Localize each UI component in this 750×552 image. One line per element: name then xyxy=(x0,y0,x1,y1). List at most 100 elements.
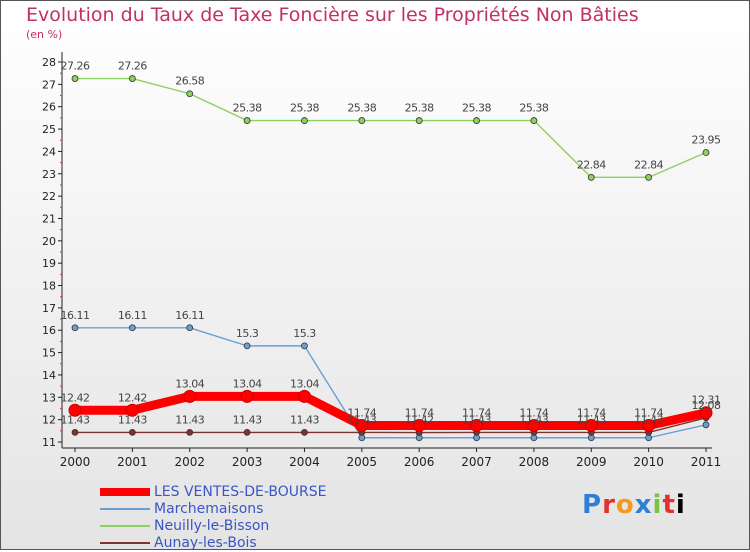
data-label-0-8: 11.74 xyxy=(519,406,548,419)
data-label-2-11: 23.95 xyxy=(692,134,721,147)
data-point-3-1 xyxy=(128,428,136,436)
data-label-2-0: 27.26 xyxy=(61,60,90,73)
x-tick-label: 2011 xyxy=(691,455,722,469)
data-point-0-10 xyxy=(642,418,656,432)
data-point-0-8 xyxy=(527,418,541,432)
data-label-0-6: 11.74 xyxy=(405,406,434,419)
data-point-0-4 xyxy=(297,389,311,403)
data-point-2-3 xyxy=(243,117,251,124)
data-label-0-4: 13.04 xyxy=(290,377,319,390)
x-tick-label: 2010 xyxy=(633,455,664,469)
data-point-1-1 xyxy=(128,324,136,332)
logo-letter: o xyxy=(615,490,635,520)
logo-letter: i xyxy=(675,490,686,520)
x-tick-label: 2009 xyxy=(576,455,607,469)
y-tick-label: 16 xyxy=(42,324,56,337)
chart-title: Evolution du Taux de Taxe Foncière sur l… xyxy=(26,4,639,26)
data-point-1-3 xyxy=(243,342,251,350)
data-point-2-5 xyxy=(358,117,366,124)
data-point-1-11 xyxy=(702,421,710,429)
y-tick-label: 28 xyxy=(42,56,56,69)
data-label-3-0: 11.43 xyxy=(61,413,90,426)
data-label-2-10: 22.84 xyxy=(634,158,663,171)
series-line-0 xyxy=(75,391,707,430)
data-label-2-3: 25.38 xyxy=(233,102,262,115)
data-label-3-10: 11.43 xyxy=(634,413,663,426)
data-point-0-9 xyxy=(584,418,598,432)
data-point-2-6 xyxy=(415,117,423,124)
data-point-0-0 xyxy=(68,403,82,417)
data-point-1-0 xyxy=(71,324,79,332)
data-label-3-9: 11.43 xyxy=(577,413,606,426)
data-point-1-2 xyxy=(186,324,194,332)
data-label-1-1: 16.11 xyxy=(118,309,147,322)
y-tick-label: 24 xyxy=(42,145,56,158)
data-label-1-4: 15.3 xyxy=(293,327,316,340)
data-point-2-2 xyxy=(186,90,194,98)
y-tick-label: 22 xyxy=(42,190,56,203)
proxiti-logo: Proxiti xyxy=(582,490,686,520)
logo-letter: i xyxy=(652,490,663,520)
x-tick-label: 2003 xyxy=(232,455,263,469)
data-point-3-0 xyxy=(71,428,79,436)
x-tick-label: 2000 xyxy=(60,455,91,469)
data-point-0-1 xyxy=(125,403,139,417)
data-label-3-7: 11.43 xyxy=(462,413,491,426)
data-point-0-5 xyxy=(355,418,369,432)
legend-label-3: Aunay-les-Bois xyxy=(154,535,257,551)
data-label-0-10: 11.74 xyxy=(634,406,663,419)
legend-label-0: LES VENTES-DE-BOURSE xyxy=(154,484,327,500)
data-point-2-9 xyxy=(587,173,595,181)
x-tick-label: 2007 xyxy=(461,455,492,469)
series-line-3 xyxy=(75,417,707,434)
data-label-2-4: 25.38 xyxy=(290,102,319,115)
data-label-0-3: 13.04 xyxy=(233,377,262,390)
logo-letter: x xyxy=(634,490,653,520)
data-point-2-4 xyxy=(301,117,308,124)
legend-swatch-2 xyxy=(100,525,150,527)
data-point-0-2 xyxy=(183,389,197,403)
legend-label-1: Marchemaisons xyxy=(154,501,264,517)
data-label-1-0: 16.11 xyxy=(61,309,90,322)
data-label-0-1: 12.42 xyxy=(118,391,147,404)
data-label-3-2: 11.43 xyxy=(175,413,204,426)
logo-letter: P xyxy=(582,490,603,520)
data-label-2-2: 26.58 xyxy=(175,75,204,88)
data-label-2-8: 25.38 xyxy=(519,102,548,115)
data-label-3-1: 11.43 xyxy=(118,413,147,426)
chart-subtitle: (en %) xyxy=(26,28,63,41)
data-label-2-9: 22.84 xyxy=(577,158,606,171)
legend-swatch-3 xyxy=(100,542,150,544)
y-tick-label: 27 xyxy=(42,78,56,91)
x-tick-label: 2001 xyxy=(117,455,148,469)
x-tick-label: 2004 xyxy=(289,455,320,469)
y-tick-label: 11 xyxy=(42,436,56,449)
data-point-2-1 xyxy=(128,75,136,82)
data-label-0-7: 11.74 xyxy=(462,406,491,419)
series-line-2 xyxy=(75,77,707,179)
y-tick-label: 20 xyxy=(42,235,56,248)
y-tick-label: 19 xyxy=(42,257,56,270)
x-tick-label: 2002 xyxy=(174,455,205,469)
x-tick-label: 2006 xyxy=(404,455,435,469)
y-tick-label: 23 xyxy=(42,168,56,181)
data-point-0-6 xyxy=(412,418,426,432)
data-label-3-3: 11.43 xyxy=(233,413,262,426)
data-point-3-3 xyxy=(243,428,251,436)
data-label-3-5: 11.43 xyxy=(347,413,376,426)
data-label-0-0: 12.42 xyxy=(61,391,90,404)
logo-letter: r xyxy=(602,490,616,520)
data-point-2-8 xyxy=(530,117,538,124)
data-point-0-11 xyxy=(699,406,713,420)
data-point-0-3 xyxy=(240,389,254,403)
data-label-3-11: 12.08 xyxy=(692,399,721,412)
logo-letter: t xyxy=(662,490,676,520)
data-point-0-7 xyxy=(470,418,484,432)
data-label-1-3: 15.3 xyxy=(236,327,259,340)
data-label-3-8: 11.43 xyxy=(519,413,548,426)
y-tick-label: 15 xyxy=(42,347,56,360)
data-label-2-6: 25.38 xyxy=(405,102,434,115)
y-tick-label: 21 xyxy=(42,212,56,225)
data-label-0-2: 13.04 xyxy=(175,377,204,390)
